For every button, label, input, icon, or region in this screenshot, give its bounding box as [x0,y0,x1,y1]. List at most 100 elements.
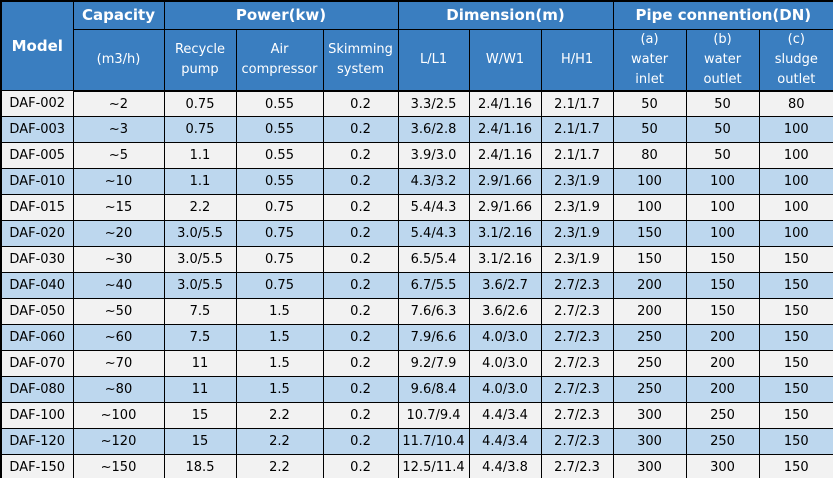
air-compressor-cell: 2.2 [235,402,324,430]
water-outlet-cell: 150 [685,272,760,300]
air-compressor-cell: 0.75 [235,220,324,248]
model-cell: DAF-060 [0,324,74,352]
length-cell: 9.2/7.9 [397,350,470,378]
length-cell: 3.3/2.5 [397,90,470,118]
water-outlet-cell: 200 [685,324,760,352]
length-cell: 12.5/11.4 [397,454,470,478]
skimming-system-cell: 0.2 [322,454,399,478]
water-inlet-cell: 150 [612,246,687,274]
width-cell: 3.1/2.16 [468,246,542,274]
header-pipe-connection: Pipe connention(DN) [612,0,833,30]
sludge-outlet-cell: 150 [758,428,833,456]
skimming-system-cell: 0.2 [322,272,399,300]
model-cell: DAF-030 [0,246,74,274]
table-row: DAF-060 ~60 7.5 1.5 0.2 7.9/6.6 4.0/3.0 2.7/2.3… [0,324,833,352]
height-cell: 2.1/1.7 [540,90,614,118]
table-row: DAF-100 ~100 15 2.2 0.2 10.7/9.4 4.4/3.4 2.7/2.… [0,402,833,430]
subheader-width: W/W1 [468,28,542,92]
skimming-system-cell: 0.2 [322,90,399,118]
length-cell: 3.9/3.0 [397,142,470,170]
air-compressor-cell: 0.75 [235,272,324,300]
sludge-outlet-cell: 100 [758,220,833,248]
air-compressor-cell: 1.5 [235,376,324,404]
length-cell: 9.6/8.4 [397,376,470,404]
capacity-cell: ~60 [72,324,165,352]
height-cell: 2.3/1.9 [540,194,614,222]
air-compressor-cell: 1.5 [235,324,324,352]
table-row: DAF-080 ~80 11 1.5 0.2 9.6/8.4 4.0/3.0 2.7/2.3 2… [0,376,833,404]
water-outlet-cell: 50 [685,142,760,170]
height-cell: 2.7/2.3 [540,324,614,352]
table-row: DAF-020 ~20 3.0/5.5 0.75 0.2 5.4/4.3 3.1/2.16 2… [0,220,833,248]
skimming-system-cell: 0.2 [322,298,399,326]
width-cell: 4.4/3.4 [468,402,542,430]
water-outlet-cell: 150 [685,246,760,274]
length-cell: 5.4/4.3 [397,194,470,222]
width-cell: 4.0/3.0 [468,324,542,352]
subheader-skimming-system: Skimming system [322,28,399,92]
width-cell: 3.6/2.6 [468,298,542,326]
sludge-outlet-cell: 150 [758,350,833,378]
water-outlet-cell: 150 [685,298,760,326]
length-cell: 3.6/2.8 [397,116,470,144]
model-cell: DAF-080 [0,376,74,404]
height-cell: 2.3/1.9 [540,220,614,248]
water-outlet-cell: 300 [685,454,760,478]
model-cell: DAF-003 [0,116,74,144]
length-cell: 5.4/4.3 [397,220,470,248]
sludge-outlet-cell: 150 [758,454,833,478]
sludge-outlet-cell: 150 [758,376,833,404]
table-row: DAF-003 ~3 0.75 0.55 0.2 3.6/2.8 2.4/1.16 2.1/1… [0,116,833,144]
recycle-pump-cell: 1.1 [163,142,237,170]
subheader-air-compressor: Air compressor [235,28,324,92]
capacity-cell: ~30 [72,246,165,274]
length-cell: 6.5/5.4 [397,246,470,274]
table-row: DAF-010 ~10 1.1 0.55 0.2 4.3/3.2 2.9/1.66 2.3/1… [0,168,833,196]
table-row: DAF-150 ~150 18.5 2.2 0.2 12.5/11.4 4.4/3.8 2.7… [0,454,833,478]
subheader-capacity-unit: (m3/h) [72,28,165,92]
header-sub-row: (m3/h) Recycle pump Air compressor Skimm… [1,28,833,92]
water-outlet-cell: 50 [685,116,760,144]
air-compressor-cell: 0.55 [235,116,324,144]
recycle-pump-cell: 15 [163,428,237,456]
width-cell: 4.0/3.0 [468,350,542,378]
table-body: DAF-002 ~2 0.75 0.55 0.2 3.3/2.5 2.4/1.16 2.1/1… [0,90,833,478]
water-inlet-cell: 80 [612,142,687,170]
model-cell: DAF-005 [0,142,74,170]
capacity-cell: ~2 [72,90,165,118]
air-compressor-cell: 2.2 [235,454,324,478]
capacity-cell: ~20 [72,220,165,248]
width-cell: 3.1/2.16 [468,220,542,248]
skimming-system-cell: 0.2 [322,142,399,170]
length-cell: 4.3/3.2 [397,168,470,196]
model-cell: DAF-010 [0,168,74,196]
sludge-outlet-cell: 150 [758,324,833,352]
header-power: Power(kw) [163,0,399,30]
water-outlet-cell: 100 [685,220,760,248]
recycle-pump-cell: 3.0/5.5 [163,272,237,300]
water-inlet-cell: 200 [612,272,687,300]
skimming-system-cell: 0.2 [322,116,399,144]
capacity-cell: ~5 [72,142,165,170]
subheader-height: H/H1 [540,28,614,92]
subheader-length: L/L1 [397,28,470,92]
model-cell: DAF-100 [0,402,74,430]
water-outlet-cell: 100 [685,194,760,222]
model-cell: DAF-070 [0,350,74,378]
model-cell: DAF-002 [0,90,74,118]
recycle-pump-cell: 7.5 [163,324,237,352]
capacity-cell: ~10 [72,168,165,196]
height-cell: 2.7/2.3 [540,350,614,378]
width-cell: 2.4/1.16 [468,142,542,170]
table-row: DAF-050 ~50 7.5 1.5 0.2 7.6/6.3 3.6/2.6 2.7/2.3… [0,298,833,326]
skimming-system-cell: 0.2 [322,428,399,456]
air-compressor-cell: 0.55 [235,168,324,196]
recycle-pump-cell: 11 [163,350,237,378]
sludge-outlet-cell: 100 [758,168,833,196]
model-cell: DAF-120 [0,428,74,456]
table-row: DAF-040 ~40 3.0/5.5 0.75 0.2 6.7/5.5 3.6/2.7 2.… [0,272,833,300]
water-inlet-cell: 300 [612,454,687,478]
air-compressor-cell: 0.75 [235,246,324,274]
